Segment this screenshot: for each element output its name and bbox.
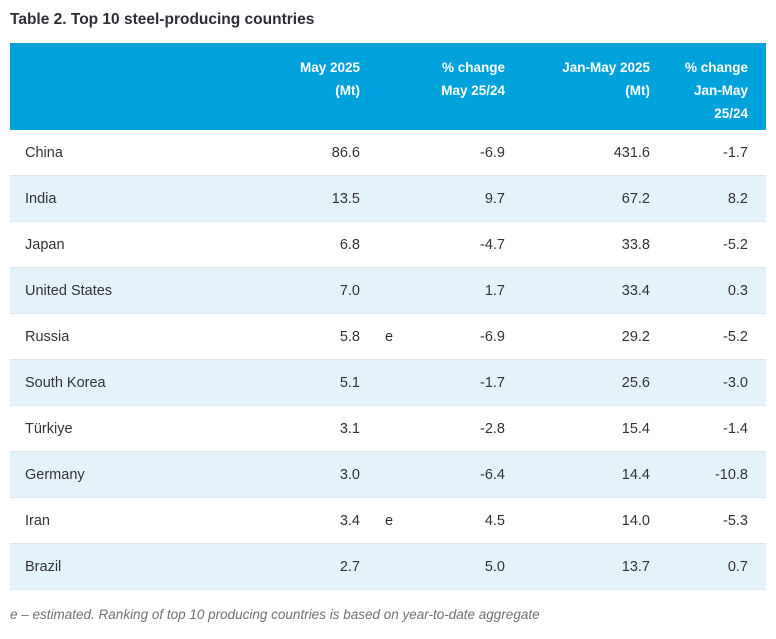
cell-estimate-flag: e <box>360 497 420 544</box>
header-line: (Mt) <box>335 83 360 98</box>
cell-pct-change-may: -6.9 <box>420 313 505 360</box>
cell-country: Türkiye <box>10 405 260 452</box>
cell-country: Brazil <box>10 543 260 590</box>
header-line: % change <box>684 60 748 75</box>
header-line: 25/24 <box>714 106 748 121</box>
cell-estimate-flag <box>360 267 420 314</box>
cell-pct-change-may: 4.5 <box>420 497 505 544</box>
header-pct-change-may: % change May 25/24 <box>420 43 505 130</box>
cell-may-2025: 86.6 <box>260 130 360 176</box>
cell-pct-change-may: 1.7 <box>420 267 505 314</box>
cell-estimate-flag <box>360 221 420 268</box>
table-row: Russia 5.8 e -6.9 29.2 -5.2 <box>10 313 766 360</box>
table-title: Table 2. Top 10 steel-producing countrie… <box>10 11 315 28</box>
cell-pct-change-may: -6.4 <box>420 451 505 498</box>
header-line: Jan-May 2025 <box>562 60 650 75</box>
cell-jan-may-2025: 29.2 <box>505 313 650 360</box>
cell-estimate-flag <box>360 359 420 406</box>
cell-pct-change-jan-may: 8.2 <box>650 175 766 222</box>
cell-pct-change-may: -4.7 <box>420 221 505 268</box>
page: Table 2. Top 10 steel-producing countrie… <box>10 11 766 622</box>
cell-may-2025: 13.5 <box>260 175 360 222</box>
cell-country: South Korea <box>10 359 260 406</box>
cell-country: United States <box>10 267 260 314</box>
table-row: Japan 6.8 -4.7 33.8 -5.2 <box>10 221 766 268</box>
header-estimate-flag-blank <box>360 43 420 130</box>
table-row: Türkiye 3.1 -2.8 15.4 -1.4 <box>10 405 766 452</box>
cell-country: India <box>10 175 260 222</box>
cell-estimate-flag: e <box>360 313 420 360</box>
cell-country: Germany <box>10 451 260 498</box>
header-may-2025-mt: May 2025 (Mt) <box>260 43 360 130</box>
cell-pct-change-jan-may: 0.3 <box>650 267 766 314</box>
cell-pct-change-jan-may: -1.7 <box>650 130 766 176</box>
cell-jan-may-2025: 14.4 <box>505 451 650 498</box>
cell-estimate-flag <box>360 405 420 452</box>
cell-pct-change-may: -6.9 <box>420 130 505 176</box>
cell-jan-may-2025: 431.6 <box>505 130 650 176</box>
table-row: Iran 3.4 e 4.5 14.0 -5.3 <box>10 497 766 544</box>
header-line: % change <box>441 60 505 75</box>
cell-may-2025: 7.0 <box>260 267 360 314</box>
cell-country: Iran <box>10 497 260 544</box>
cell-jan-may-2025: 33.8 <box>505 221 650 268</box>
header-line: Jan-May <box>693 83 748 98</box>
cell-jan-may-2025: 33.4 <box>505 267 650 314</box>
cell-jan-may-2025: 67.2 <box>505 175 650 222</box>
cell-estimate-flag <box>360 130 420 176</box>
cell-jan-may-2025: 25.6 <box>505 359 650 406</box>
header-jan-may-2025-mt: Jan-May 2025 (Mt) <box>505 43 650 130</box>
table-row: Germany 3.0 -6.4 14.4 -10.8 <box>10 451 766 498</box>
cell-pct-change-may: 9.7 <box>420 175 505 222</box>
table-row: India 13.5 9.7 67.2 8.2 <box>10 175 766 222</box>
header-line: May 25/24 <box>441 83 505 98</box>
cell-estimate-flag <box>360 451 420 498</box>
cell-may-2025: 3.1 <box>260 405 360 452</box>
cell-jan-may-2025: 13.7 <box>505 543 650 590</box>
footnote: e – estimated. Ranking of top 10 produci… <box>10 607 540 622</box>
cell-may-2025: 2.7 <box>260 543 360 590</box>
cell-pct-change-jan-may: -5.2 <box>650 221 766 268</box>
cell-may-2025: 5.1 <box>260 359 360 406</box>
table-row: Brazil 2.7 5.0 13.7 0.7 <box>10 543 766 590</box>
cell-pct-change-jan-may: -3.0 <box>650 359 766 406</box>
cell-may-2025: 3.4 <box>260 497 360 544</box>
cell-pct-change-jan-may: -10.8 <box>650 451 766 498</box>
cell-may-2025: 5.8 <box>260 313 360 360</box>
cell-pct-change-jan-may: -5.2 <box>650 313 766 360</box>
cell-estimate-flag <box>360 543 420 590</box>
header-pct-change-jan-may: % change Jan-May 25/24 <box>650 43 766 130</box>
table-row: South Korea 5.1 -1.7 25.6 -3.0 <box>10 359 766 406</box>
cell-may-2025: 3.0 <box>260 451 360 498</box>
cell-pct-change-may: -2.8 <box>420 405 505 452</box>
cell-jan-may-2025: 15.4 <box>505 405 650 452</box>
cell-pct-change-may: 5.0 <box>420 543 505 590</box>
cell-country: China <box>10 130 260 176</box>
cell-pct-change-jan-may: -5.3 <box>650 497 766 544</box>
header-line: May 2025 <box>299 60 360 75</box>
header-country-blank <box>10 43 260 130</box>
cell-jan-may-2025: 14.0 <box>505 497 650 544</box>
table-row: United States 7.0 1.7 33.4 0.3 <box>10 267 766 314</box>
cell-estimate-flag <box>360 175 420 222</box>
cell-pct-change-may: -1.7 <box>420 359 505 406</box>
cell-pct-change-jan-may: 0.7 <box>650 543 766 590</box>
steel-production-table: May 2025 (Mt) % change May 25/24 Jan-May… <box>10 43 766 590</box>
table-body: China 86.6 -6.9 431.6 -1.7 India 13.5 9.7 67.2 8.… <box>10 130 766 590</box>
table-header-row: May 2025 (Mt) % change May 25/24 Jan-May… <box>10 43 766 130</box>
header-line: (Mt) <box>625 83 650 98</box>
cell-country: Japan <box>10 221 260 268</box>
table-row: China 86.6 -6.9 431.6 -1.7 <box>10 130 766 176</box>
cell-pct-change-jan-may: -1.4 <box>650 405 766 452</box>
cell-country: Russia <box>10 313 260 360</box>
cell-may-2025: 6.8 <box>260 221 360 268</box>
